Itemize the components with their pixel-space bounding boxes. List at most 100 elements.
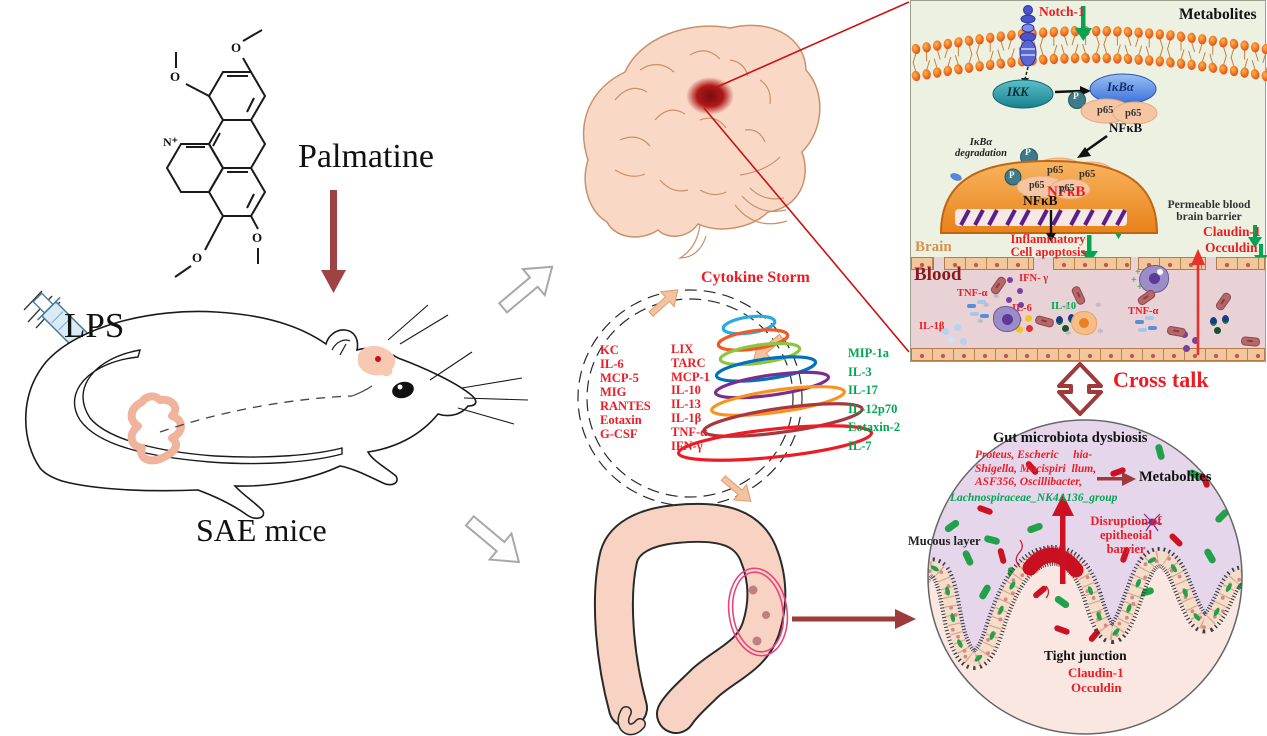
inflammatory-label: Inflammatory Cell apoptosis [1010,232,1086,260]
ifn-g-label: IFN- γ [1019,273,1049,284]
cytokine-item: MIP-1a [848,346,889,360]
cytokine-item: IL-10 [671,383,701,398]
cytokine-item: RANTES [600,399,651,413]
spider-microbe [1141,513,1163,532]
palmatine-structure-icon [165,29,267,278]
cytokine-col3: MIP-1a IL-3 IL-17 IL-12p70 Eotaxin-2 IL-… [848,344,900,455]
disruption-arrow [1052,494,1074,584]
p-label: P [1009,170,1015,180]
sae-mice-label: SAE mice [196,512,327,548]
phospho-circle [1068,91,1086,109]
brain-inflammation-spot [686,77,734,115]
cytokine-item: IL-17 [848,383,878,397]
brain-drawing [583,1,910,353]
colon-to-gut-arrow [792,609,916,629]
tnf-a-label: TNF-α [957,288,988,299]
cytokine-item: IL-3 [848,364,872,379]
blood-vessel-band: Blood IFN- γ TNF-α IL-1β IL-6 IL-10 TNF-… [911,257,1265,361]
cytokine-item: KC [600,343,619,357]
cytokine-item: Eotaxin-2 [848,420,901,434]
flow-arrow-to-gut [464,514,521,564]
p65-label: p65 [1029,180,1045,191]
atom-o: O [192,250,203,265]
disruption-label: Disruption of epitheoial barrier [1090,514,1162,556]
nfkb-label: NFκB [1109,120,1143,135]
occuldin-label: Occuldin [1205,240,1258,255]
gut-title: Gut microbiota dysbiosis [993,430,1148,446]
gut-metabolites-label: Metabolites [1139,469,1212,485]
bacteria-green: Lachnospiraceae_NK4A136_group [950,492,1118,504]
cytokine-item: IFN-γ [671,438,703,453]
permeable-label: Permeable blood brain barrier [1167,199,1251,224]
gut-claudin-label: Claudin-1 [1068,665,1124,680]
lps-label: LPS [64,306,125,345]
damaged-epithelium [1022,547,1084,578]
cytokine-item: LIX [671,342,694,356]
palmatine-arrow [321,190,346,293]
cytokine-item: IL-6 [600,357,624,371]
ikk-oval [992,79,1054,109]
bacteria-red-3: ASF356, Oscillibacter, [975,476,1083,488]
gut-circle-drawing [927,419,1243,735]
monocyte-cell [1071,311,1097,335]
callout-line-top [716,1,910,88]
bacteria-red-1: Proteus, Escheric hia- [975,449,1093,461]
notch-label: Notch-1 [1039,4,1085,19]
brain-lesion-dot [375,356,381,362]
atom-o: O [231,40,242,55]
tight-junction-label: Tight junction [1044,648,1127,663]
colon-drawing [593,502,916,736]
notch-receptor-icon [1019,5,1037,67]
cytokine-item: MCP-1 [671,369,710,384]
cell-membrane [911,25,1267,82]
cytokine-col1: KC IL-6 MCP-5 MIG RANTES Eotaxin G-CSF [600,343,651,441]
brain-region-label: Brain [915,239,952,255]
metabolites-arrow [1097,472,1136,486]
claudin-label: Claudin-1 [1203,224,1261,239]
palmatine-label: Palmatine [298,138,434,175]
p65-label: p65 [1097,105,1114,116]
gut-occuldin-label: Occuldin [1071,680,1122,695]
blood-region-label: Blood [914,264,962,285]
cytokine-item: TNF-α [671,424,708,439]
il-6-label: IL-6 [1012,303,1032,314]
cytokine-item: IL-12p70 [848,401,898,416]
cytokine-item: TARC [671,355,706,370]
crosstalk-label: Cross talk [1113,367,1209,392]
tnf-a2-label: TNF-α [1128,306,1159,317]
mouse-intestine [127,392,185,465]
cytokine-item: IL-7 [848,438,872,453]
brain-signaling-panel: Notch-1 Metabolites IKK IκBα P p65 p65 N… [910,0,1267,362]
vessel-wall [1138,257,1206,270]
p65-label: p65 [1059,183,1075,194]
callout-line-bottom [703,107,910,353]
vessel-wall [911,348,1265,361]
il-1b-label: IL-1β [919,321,945,332]
cytokine-item: IL-1β [671,410,702,425]
pathway-drawing [911,5,1267,265]
cytokine-item: Eotaxin [600,413,642,427]
p65-label: p65 [1079,169,1096,180]
atom-o: O [170,69,181,84]
mucous-layer-label: Mucous layer [908,534,981,548]
permeability-arrow [1191,249,1205,355]
p-label: P [1073,92,1079,102]
p65-label: p65 [1047,165,1064,176]
mouse-drawing [24,304,529,520]
colon-highlight-ellipse [727,567,789,657]
p65-label: p65 [1125,108,1142,119]
cytokine-item: IL-13 [671,397,701,412]
cytokine-item: MIG [600,385,627,399]
cytokine-storm-title: Cytokine Storm [701,269,810,286]
crosstalk-double-arrow-icon [1057,362,1103,416]
gut-lumen [928,420,1242,660]
vessel-wall [1053,257,1131,270]
flow-arrow-to-brain [497,265,554,314]
vessel-wall [944,257,1034,270]
dna-strands [959,209,1127,226]
cytokine-item: MCP-5 [600,371,639,385]
nfkb-nuclear-label: NFκB [1023,193,1058,208]
cytokine-col2: LIX TARC MCP-1 IL-10 IL-13 IL-1β TNF-α I… [671,342,710,453]
